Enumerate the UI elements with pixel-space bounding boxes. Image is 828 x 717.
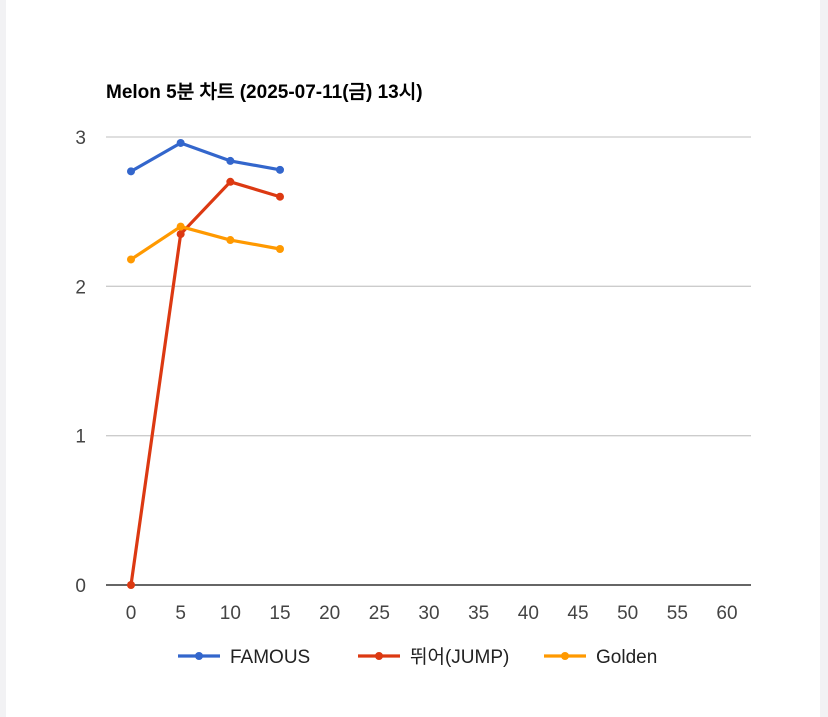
series-line — [130, 225, 281, 261]
legend-label: Golden — [596, 647, 657, 668]
x-tick-label: 60 — [716, 603, 737, 624]
legend: FAMOUS 뛰어(JUMP) Golden — [178, 646, 657, 668]
legend-marker — [375, 652, 383, 660]
chart-title: Melon 5분 차트 (2025-07-11(금) 13시) — [106, 81, 423, 103]
y-tick-label: 0 — [75, 576, 86, 597]
x-tick-label: 5 — [175, 603, 186, 624]
x-tick-label: 55 — [667, 603, 688, 624]
series-point — [276, 245, 284, 253]
x-tick-label: 40 — [518, 603, 539, 624]
legend-label: 뛰어(JUMP) — [410, 646, 509, 668]
series-line — [129, 180, 281, 586]
series-point — [176, 222, 185, 231]
series-point — [176, 230, 185, 239]
x-tick-label: 35 — [468, 603, 489, 624]
x-tick-label: 30 — [418, 603, 439, 624]
y-axis-ticks: 0 1 2 3 — [75, 128, 86, 597]
y-tick-label: 1 — [75, 427, 86, 448]
series-point — [226, 156, 235, 165]
series-point — [127, 167, 135, 176]
legend-label: FAMOUS — [230, 647, 310, 668]
chart-card: Melon 5분 차트 (2025-07-11(금) 13시) 0 1 2 3 0 5 1… — [6, 0, 820, 717]
x-tick-label: 0 — [126, 603, 137, 624]
x-tick-label: 20 — [319, 603, 340, 624]
y-tick-label: 2 — [75, 277, 86, 298]
x-tick-label: 50 — [617, 603, 638, 624]
series-point — [176, 138, 185, 147]
series-point — [127, 581, 135, 589]
x-tick-label: 45 — [567, 603, 588, 624]
series-line — [130, 141, 281, 173]
line-chart: Melon 5분 차트 (2025-07-11(금) 13시) 0 1 2 3 0 5 1… — [75, 81, 751, 668]
series-group — [127, 138, 284, 589]
x-tick-label: 15 — [269, 603, 290, 624]
series-point — [226, 177, 235, 186]
series-point — [276, 165, 284, 174]
series-point — [226, 236, 235, 245]
x-tick-label: 25 — [369, 603, 390, 624]
legend-marker — [561, 652, 569, 660]
x-tick-label: 10 — [220, 603, 241, 624]
gridlines — [106, 136, 751, 437]
series-point — [276, 192, 284, 201]
series-point — [127, 255, 135, 264]
legend-marker — [195, 652, 203, 660]
y-tick-label: 3 — [75, 128, 86, 149]
x-axis-ticks: 0 5 10 15 20 25 30 35 40 45 50 55 60 — [126, 603, 738, 624]
